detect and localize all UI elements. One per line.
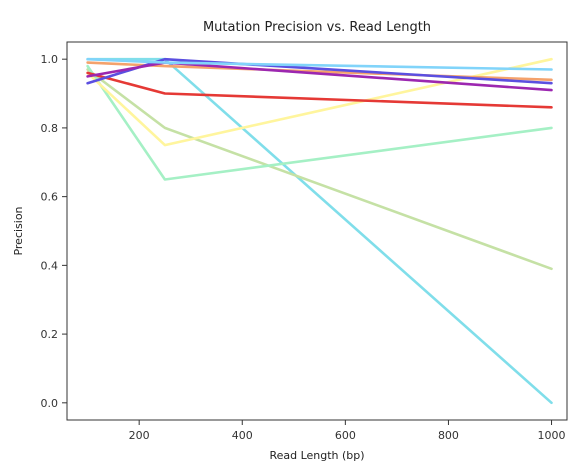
y-axis-ticks: 0.0 0.2 0.4 0.6 0.8 1.0 [41,53,67,410]
x-axis-ticks: 200 400 600 800 1000 [129,420,566,442]
y-tick-label: 0.0 [41,397,59,410]
x-tick-label: 600 [335,429,356,442]
series-line-7 [86,57,553,85]
plot-frame [66,41,568,421]
x-tick-label: 400 [232,429,253,442]
y-tick-label: 0.6 [41,191,59,204]
y-tick-label: 0.2 [41,328,59,341]
series-line-4 [86,57,553,147]
plot-area [86,57,553,405]
x-tick-label: 200 [129,429,150,442]
series-line-9 [86,57,553,71]
series-line-6 [86,71,553,109]
x-tick-label: 1000 [538,429,566,442]
series-line-3 [86,64,553,181]
y-tick-label: 1.0 [41,53,59,66]
series-line-2 [86,68,553,271]
y-axis-label: Precision [12,206,25,255]
chart-title: Mutation Precision vs. Read Length [203,20,431,35]
x-tick-label: 800 [438,429,459,442]
y-tick-label: 0.4 [41,259,59,272]
y-tick-label: 0.8 [41,122,59,135]
x-axis-label: Read Length (bp) [269,449,364,462]
